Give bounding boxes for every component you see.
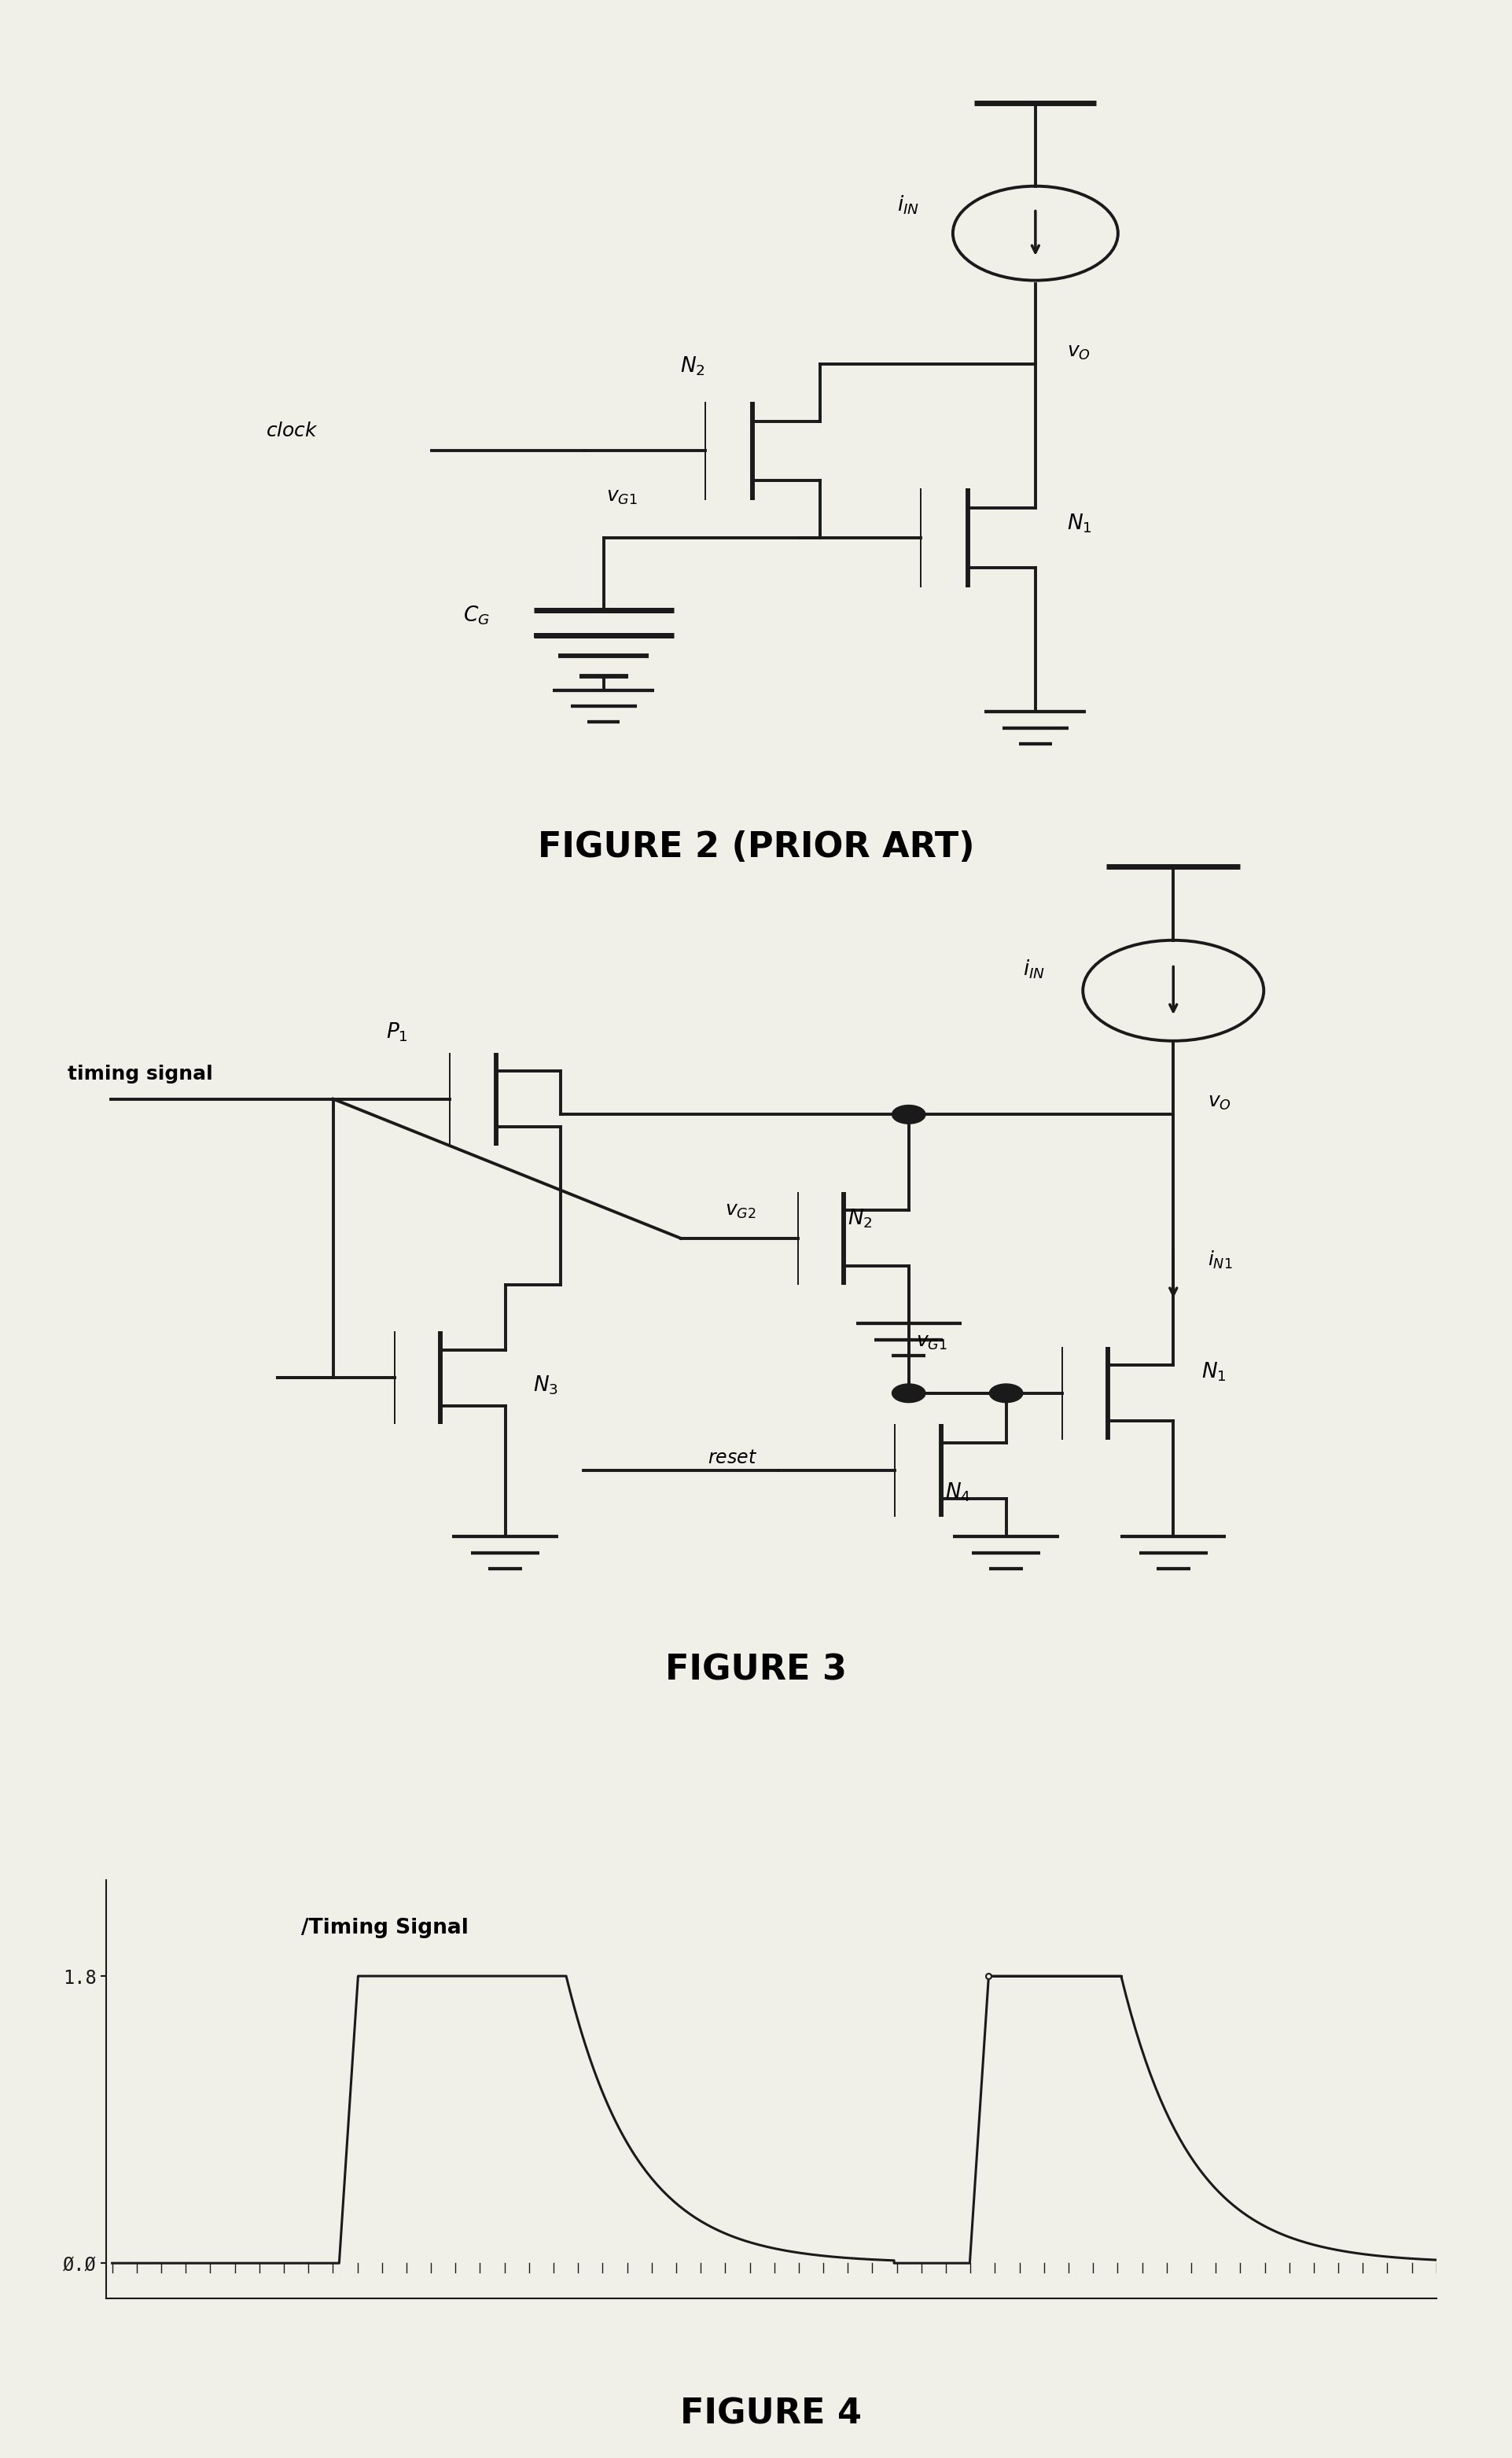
Text: FIGURE 3: FIGURE 3 <box>665 1652 847 1686</box>
Text: /Timing Signal: /Timing Signal <box>301 1917 469 1939</box>
Text: $N_4$: $N_4$ <box>945 1482 971 1504</box>
Text: FIGURE 2 (PRIOR ART): FIGURE 2 (PRIOR ART) <box>538 831 974 863</box>
Text: $i_{N1}$: $i_{N1}$ <box>1208 1249 1232 1271</box>
Text: $i_{IN}$: $i_{IN}$ <box>897 194 919 216</box>
Text: $i_{IN}$: $i_{IN}$ <box>1024 959 1045 981</box>
Text: $v_{G2}$: $v_{G2}$ <box>724 1202 756 1219</box>
Text: $P_1$: $P_1$ <box>386 1020 408 1045</box>
Text: $reset$: $reset$ <box>708 1448 758 1467</box>
Text: $N_2$: $N_2$ <box>848 1207 872 1229</box>
Circle shape <box>892 1106 925 1123</box>
Circle shape <box>892 1384 925 1404</box>
Text: $N_1$: $N_1$ <box>1201 1359 1226 1384</box>
Text: $C_G$: $C_G$ <box>463 605 490 627</box>
Text: $N_2$: $N_2$ <box>680 356 705 379</box>
Text: $N_3$: $N_3$ <box>534 1374 558 1396</box>
Text: $v_{G1}$: $v_{G1}$ <box>606 487 638 506</box>
Text: $v_{G1}$: $v_{G1}$ <box>916 1332 947 1352</box>
Text: FIGURE 4: FIGURE 4 <box>680 2397 862 2431</box>
Circle shape <box>989 1384 1022 1404</box>
Text: $v_O$: $v_O$ <box>1208 1094 1232 1111</box>
Text: $clock$: $clock$ <box>266 420 319 440</box>
Text: $N_1$: $N_1$ <box>1067 511 1092 533</box>
Text: timing signal: timing signal <box>68 1064 213 1084</box>
Text: $v_O$: $v_O$ <box>1067 342 1090 361</box>
